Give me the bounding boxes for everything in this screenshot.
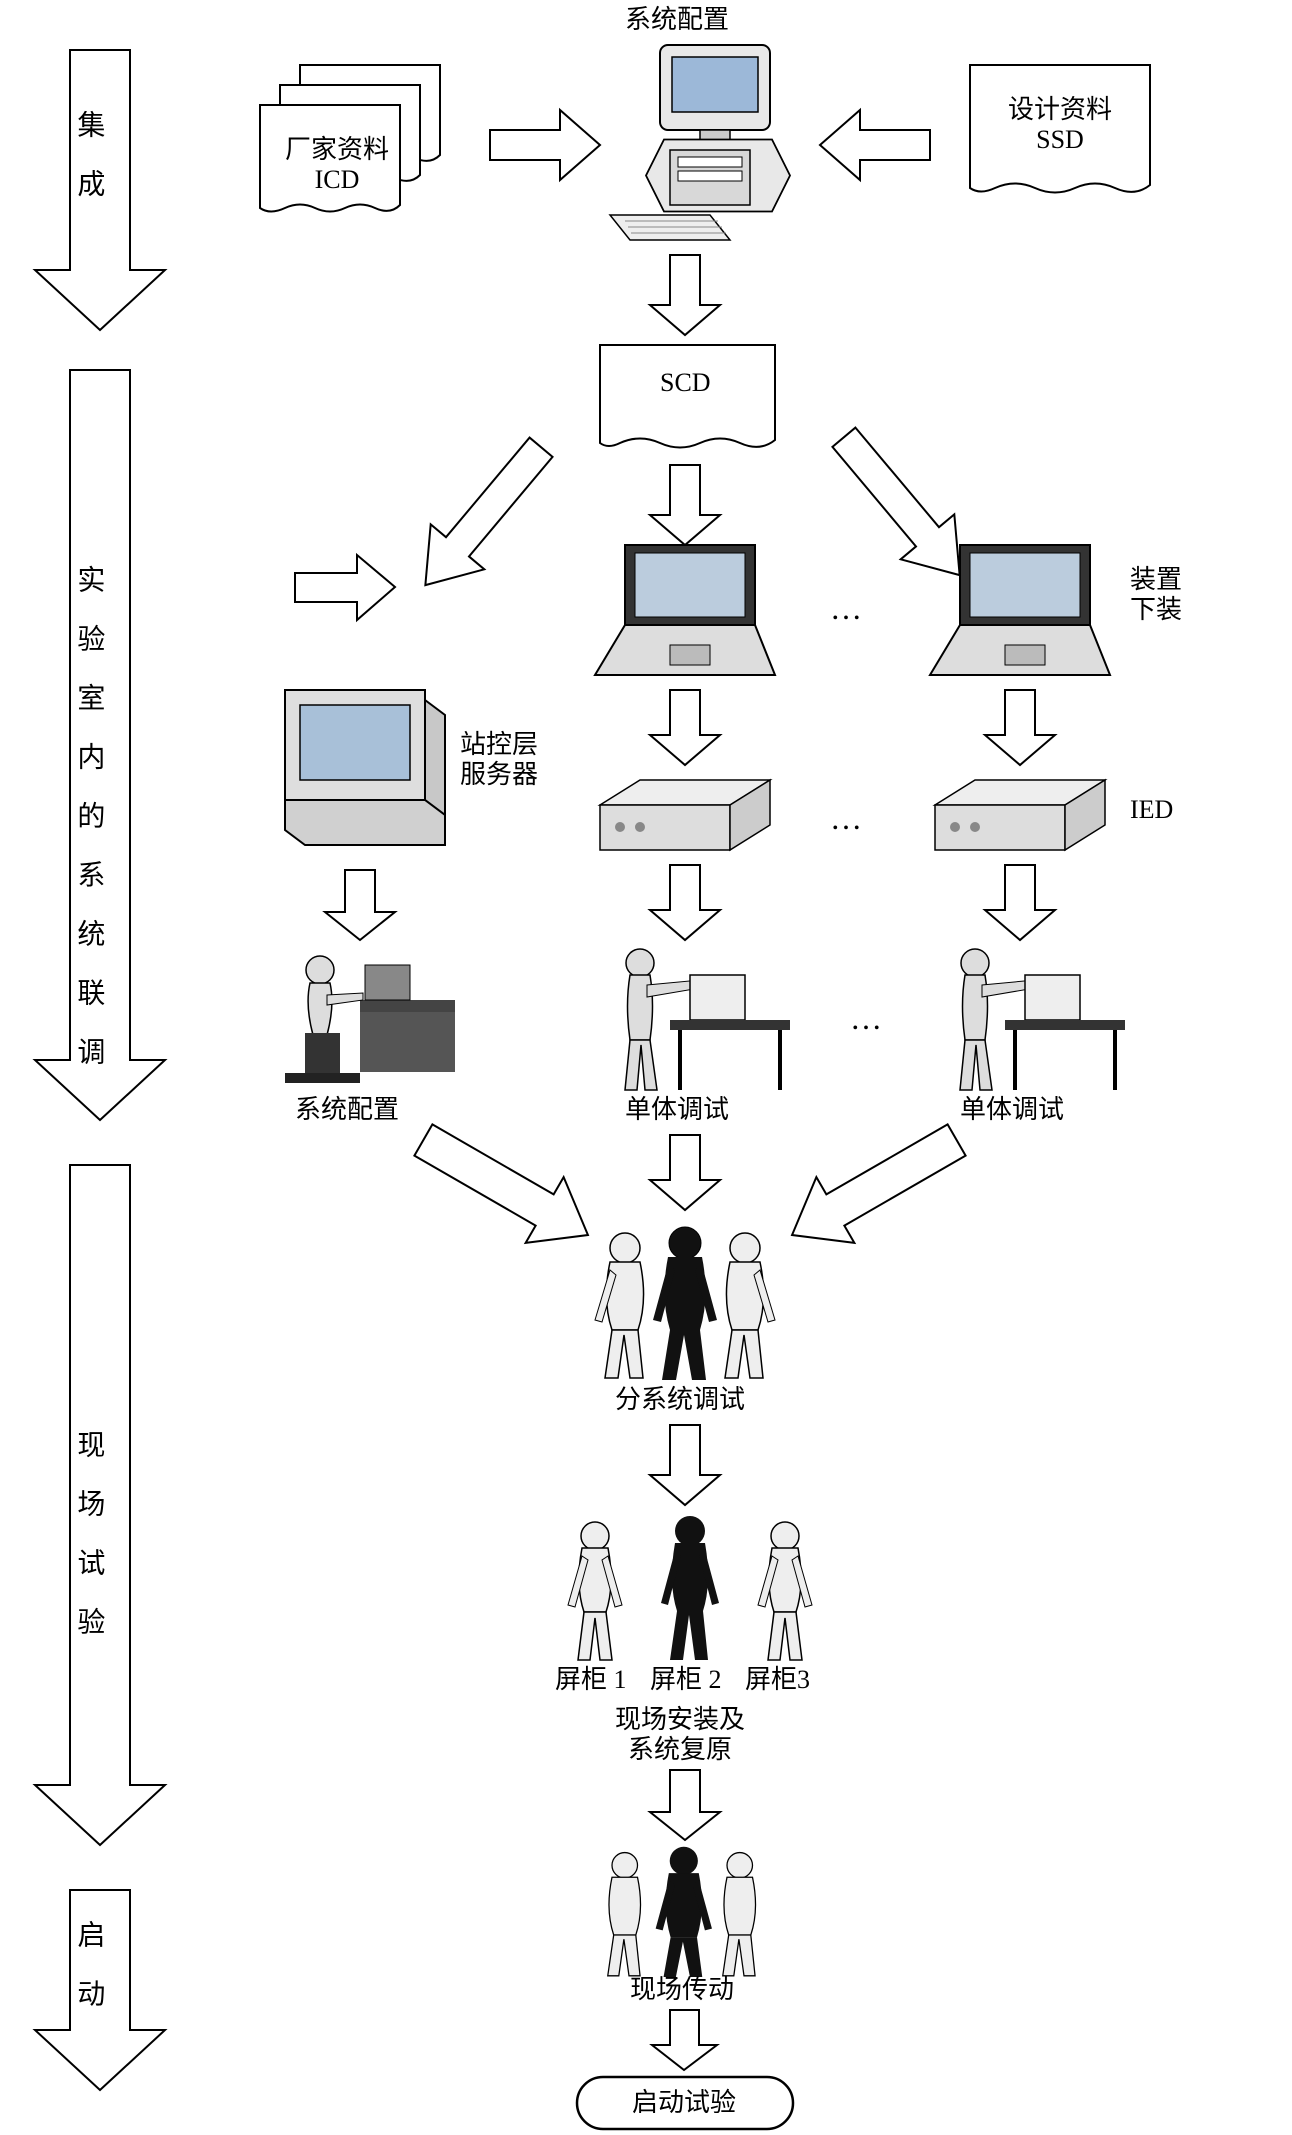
ellipsis-ied: … [830, 800, 862, 837]
title-system-config: 系统配置 [625, 5, 729, 35]
phase-label-lab: 实 验 室 内 的 系 统 联 调 [70, 565, 106, 1065]
vendor-doc-label: 厂家资料 ICD [272, 135, 402, 195]
sys-config-label: 系统配置 [295, 1095, 399, 1125]
site-drive-label: 现场传动 [630, 1975, 734, 2005]
phase-label-integration: 集 成 [70, 110, 106, 197]
device-download-label: 装置 下装 [1130, 565, 1182, 625]
station-server-label: 站控层 服务器 [460, 730, 538, 790]
cabinet-3-label: 屏柜3 [745, 1665, 810, 1695]
unit-debug-1-label: 单体调试 [625, 1095, 729, 1125]
design-doc-label: 设计资料 SSD [980, 95, 1140, 155]
scd-label: SCD [660, 368, 711, 398]
site-install-label: 现场安装及 系统复原 [615, 1705, 745, 1765]
ied-label: IED [1130, 795, 1173, 825]
subsystem-debug-label: 分系统调试 [615, 1385, 745, 1415]
phase-label-site: 现 场 试 验 [70, 1430, 106, 1635]
cabinet-2-label: 屏柜 2 [650, 1665, 722, 1695]
ellipsis-workers: … [850, 1000, 882, 1037]
phase-label-start: 启 动 [70, 1920, 106, 2007]
startup-test-label: 启动试验 [632, 2088, 736, 2118]
cabinet-1-label: 屏柜 1 [555, 1665, 627, 1695]
ellipsis-laptops: … [830, 590, 862, 627]
